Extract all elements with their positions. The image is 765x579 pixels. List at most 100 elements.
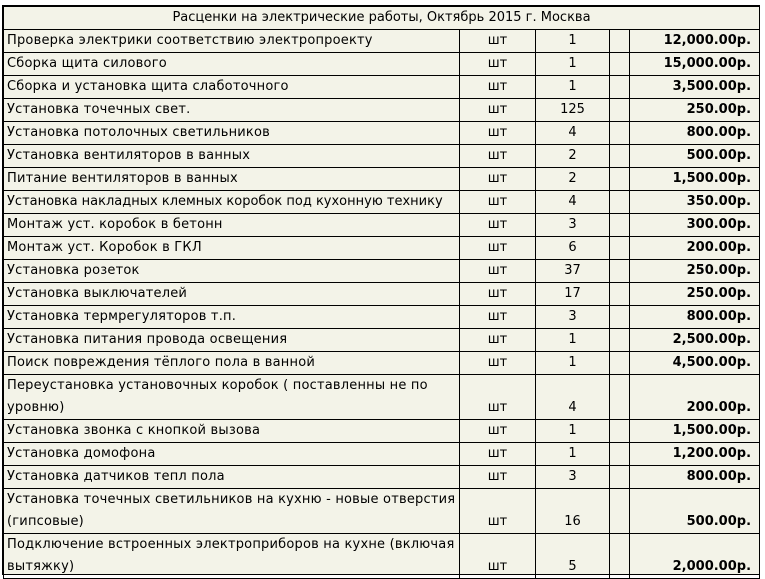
unit-cell: шт bbox=[459, 305, 536, 329]
quantity-cell: 2 bbox=[535, 144, 610, 168]
price-cell: 200.00р. bbox=[628, 374, 761, 420]
table-row: Поиск повреждения тёплого пола в ванной … bbox=[3, 351, 761, 375]
service-name-cell: Установка накладных клемных коробок под … bbox=[3, 190, 460, 214]
quantity-cell: 3 bbox=[535, 305, 610, 329]
quantity-cell: 17 bbox=[535, 282, 610, 306]
price-cell: 3,500.00р. bbox=[628, 75, 761, 99]
empty-cell bbox=[609, 190, 630, 214]
empty-cell bbox=[609, 442, 630, 466]
quantity-cell: 1 bbox=[535, 442, 610, 466]
quantity-cell: 16 bbox=[535, 488, 610, 534]
table-row: Установка домофона шт 1 1,200.00р. bbox=[3, 442, 761, 466]
unit-cell: шт bbox=[459, 144, 536, 168]
price-cell: 500.00р. bbox=[628, 144, 761, 168]
empty-cell bbox=[609, 144, 630, 168]
table-row: Установка звонка с кнопкой вызова шт 1 1… bbox=[3, 419, 761, 443]
empty-cell bbox=[609, 29, 630, 53]
empty-cell bbox=[609, 328, 630, 352]
service-name-cell: Установка точечных светильников на кухню… bbox=[3, 488, 460, 534]
unit-cell: шт bbox=[459, 75, 536, 99]
empty-cell bbox=[609, 121, 630, 145]
service-name-cell: Проверка электрики соответствию электроп… bbox=[3, 29, 460, 53]
service-name-cell: Подключение встроенных электроприборов н… bbox=[3, 533, 460, 579]
price-cell: 12,000.00р. bbox=[628, 29, 761, 53]
quantity-cell: 1 bbox=[535, 419, 610, 443]
service-name-cell: Установка точечных свет. bbox=[3, 98, 460, 122]
table-row: Монтаж уст. Коробок в ГКЛ шт 6 200.00р. bbox=[3, 236, 761, 260]
empty-cell bbox=[609, 282, 630, 306]
unit-cell: шт bbox=[459, 419, 536, 443]
service-name-cell: Сборка щита силового bbox=[3, 52, 460, 76]
service-name-cell: Монтаж уст. коробок в бетонн bbox=[3, 213, 460, 237]
price-cell: 15,000.00р. bbox=[628, 52, 761, 76]
table-title: Расценки на электрические работы, Октябр… bbox=[2, 6, 761, 30]
service-name-cell: Установка питания провода освещения bbox=[3, 328, 460, 352]
service-name-cell: Установка потолочных светильников bbox=[3, 121, 460, 145]
table-row: Питание вентиляторов в ванных шт 2 1,500… bbox=[3, 167, 761, 191]
service-name-cell: Установка выключателей bbox=[3, 282, 460, 306]
unit-cell: шт bbox=[459, 374, 536, 420]
quantity-cell: 4 bbox=[535, 121, 610, 145]
quantity-cell: 4 bbox=[535, 190, 610, 214]
unit-cell: шт bbox=[459, 52, 536, 76]
empty-cell bbox=[609, 374, 630, 420]
price-table: Расценки на электрические работы, Октябр… bbox=[2, 6, 761, 579]
price-cell: 300.00р. bbox=[628, 213, 761, 237]
service-name-cell: Установка датчиков тепл пола bbox=[3, 465, 460, 489]
quantity-cell: 1 bbox=[535, 52, 610, 76]
price-cell: 1,500.00р. bbox=[628, 167, 761, 191]
unit-cell: шт bbox=[459, 213, 536, 237]
table-row: Установка розеток шт 37 250.00р. bbox=[3, 259, 761, 283]
price-cell: 350.00р. bbox=[628, 190, 761, 214]
table-row: Установка накладных клемных коробок под … bbox=[3, 190, 761, 214]
quantity-cell: 1 bbox=[535, 75, 610, 99]
quantity-cell: 125 bbox=[535, 98, 610, 122]
price-table-body: Расценки на электрические работы, Октябр… bbox=[2, 6, 761, 579]
service-name-cell: Сборка и установка щита слаботочного bbox=[3, 75, 460, 99]
unit-cell: шт bbox=[459, 190, 536, 214]
unit-cell: шт bbox=[459, 121, 536, 145]
quantity-cell: 1 bbox=[535, 351, 610, 375]
service-name-cell: Поиск повреждения тёплого пола в ванной bbox=[3, 351, 460, 375]
empty-cell bbox=[609, 419, 630, 443]
price-cell: 250.00р. bbox=[628, 98, 761, 122]
price-sheet: Расценки на электрические работы, Октябр… bbox=[2, 5, 761, 579]
price-cell: 1,200.00р. bbox=[628, 442, 761, 466]
quantity-cell: 3 bbox=[535, 213, 610, 237]
table-row: Установка выключателей шт 17 250.00р. bbox=[3, 282, 761, 306]
unit-cell: шт bbox=[459, 236, 536, 260]
unit-cell: шт bbox=[459, 29, 536, 53]
service-name-cell: Установка розеток bbox=[3, 259, 460, 283]
unit-cell: шт bbox=[459, 282, 536, 306]
quantity-cell: 1 bbox=[535, 328, 610, 352]
service-name-cell: Монтаж уст. Коробок в ГКЛ bbox=[3, 236, 460, 260]
quantity-cell: 1 bbox=[535, 29, 610, 53]
price-cell: 200.00р. bbox=[628, 236, 761, 260]
price-cell: 800.00р. bbox=[628, 305, 761, 329]
price-cell: 500.00р. bbox=[628, 488, 761, 534]
unit-cell: шт bbox=[459, 351, 536, 375]
empty-cell bbox=[609, 98, 630, 122]
unit-cell: шт bbox=[459, 167, 536, 191]
service-name-cell: Установка звонка с кнопкой вызова bbox=[3, 419, 460, 443]
unit-cell: шт bbox=[459, 328, 536, 352]
price-cell: 800.00р. bbox=[628, 121, 761, 145]
service-name-cell: Установка вентиляторов в ванных bbox=[3, 144, 460, 168]
table-row: Монтаж уст. коробок в бетонн шт 3 300.00… bbox=[3, 213, 761, 237]
title-row: Расценки на электрические работы, Октябр… bbox=[2, 6, 761, 30]
unit-cell: шт bbox=[459, 98, 536, 122]
quantity-cell: 6 bbox=[535, 236, 610, 260]
empty-cell bbox=[609, 167, 630, 191]
table-row: Установка датчиков тепл пола шт 3 800.00… bbox=[3, 465, 761, 489]
table-row: Установка точечных свет. шт 125 250.00р. bbox=[3, 98, 761, 122]
empty-cell bbox=[609, 75, 630, 99]
price-cell: 1,500.00р. bbox=[628, 419, 761, 443]
table-row: Сборка и установка щита слаботочного шт … bbox=[3, 75, 761, 99]
empty-cell bbox=[609, 488, 630, 534]
price-cell: 2,500.00р. bbox=[628, 328, 761, 352]
empty-cell bbox=[609, 259, 630, 283]
service-name-cell: Переустановка установочных коробок ( пос… bbox=[3, 374, 460, 420]
table-row: Установка точечных светильников на кухню… bbox=[3, 488, 761, 534]
table-row: Установка питания провода освещения шт 1… bbox=[3, 328, 761, 352]
service-name-cell: Установка термрегуляторов т.п. bbox=[3, 305, 460, 329]
